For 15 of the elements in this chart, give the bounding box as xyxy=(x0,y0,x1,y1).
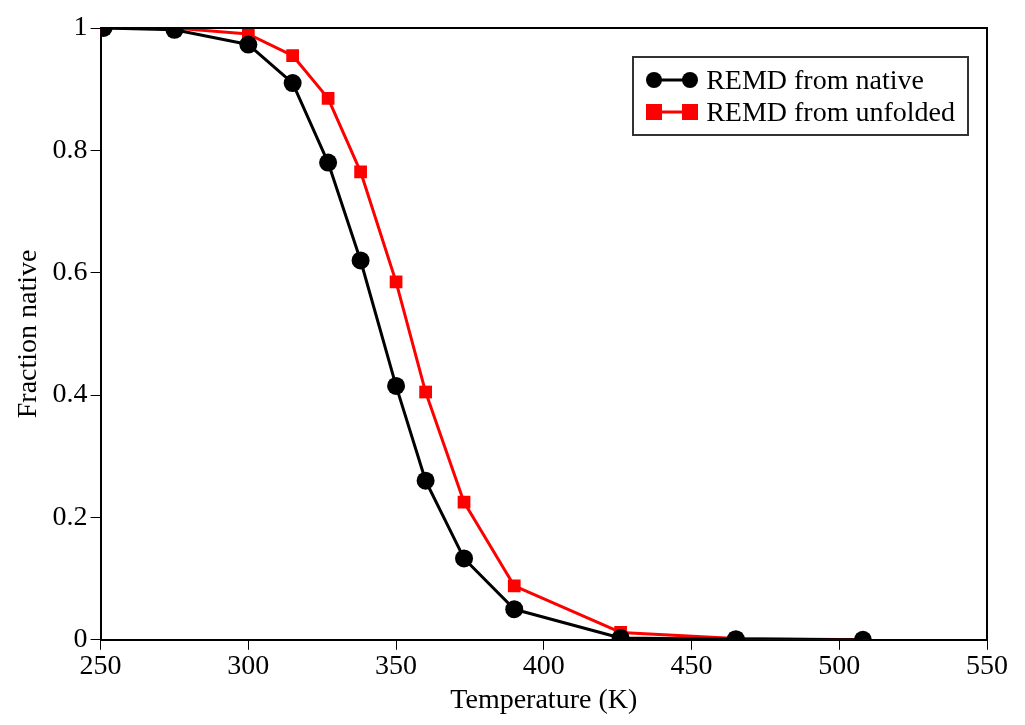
x-tick-label: 500 xyxy=(818,648,861,680)
y-tick-label: 0.8 xyxy=(52,132,88,164)
x-tick-label: 300 xyxy=(227,648,270,680)
x-tick-label: 550 xyxy=(966,648,1008,680)
y-tick-label: 0.6 xyxy=(52,255,88,287)
y-axis-title: Fraction native xyxy=(11,249,43,419)
y-tick-label: 0.2 xyxy=(52,499,88,531)
x-axis-title: Temperature (K) xyxy=(450,682,638,714)
legend-label: REMD from native xyxy=(706,64,924,96)
x-tick-label: 400 xyxy=(522,648,565,680)
y-tick-label: 1 xyxy=(73,10,88,42)
x-tick-label: 450 xyxy=(670,648,713,680)
y-tick-label: 0.4 xyxy=(52,377,88,409)
legend-label: REMD from unfolded xyxy=(706,96,955,128)
x-tick-label: 350 xyxy=(375,648,418,680)
